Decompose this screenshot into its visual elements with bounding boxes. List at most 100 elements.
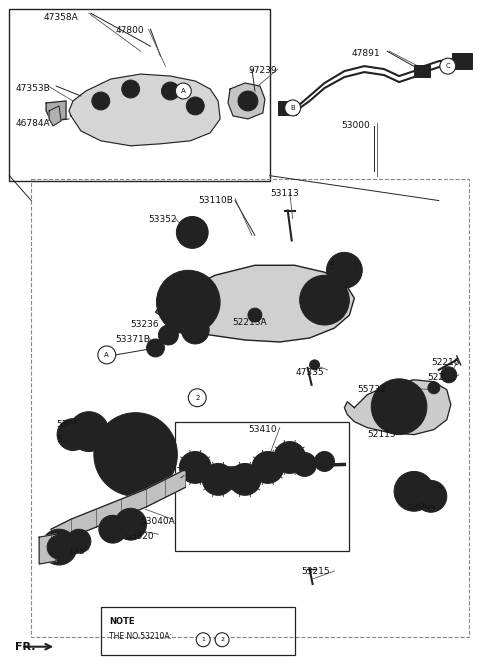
Text: 53320: 53320 bbox=[126, 532, 154, 541]
Circle shape bbox=[394, 472, 434, 511]
Circle shape bbox=[188, 389, 206, 407]
Text: 53610C: 53610C bbox=[407, 487, 442, 496]
Text: C: C bbox=[445, 63, 450, 69]
Text: FR.: FR. bbox=[15, 642, 36, 652]
Text: ~: ~ bbox=[212, 636, 218, 644]
Text: 53610C: 53610C bbox=[56, 435, 91, 444]
Circle shape bbox=[94, 413, 178, 496]
Bar bbox=[452, 53, 472, 69]
Circle shape bbox=[333, 258, 356, 282]
Circle shape bbox=[252, 460, 268, 476]
Text: 47800: 47800 bbox=[116, 26, 144, 35]
Circle shape bbox=[298, 458, 312, 472]
Circle shape bbox=[374, 414, 381, 420]
Circle shape bbox=[176, 217, 208, 248]
Circle shape bbox=[314, 290, 335, 310]
Circle shape bbox=[391, 427, 397, 433]
Circle shape bbox=[309, 284, 340, 316]
Polygon shape bbox=[344, 380, 451, 435]
Circle shape bbox=[420, 403, 426, 409]
Text: 55732: 55732 bbox=[357, 385, 386, 394]
Circle shape bbox=[285, 100, 300, 116]
Circle shape bbox=[196, 633, 210, 647]
Circle shape bbox=[99, 515, 127, 543]
Circle shape bbox=[251, 311, 259, 319]
Circle shape bbox=[243, 96, 253, 106]
Circle shape bbox=[428, 382, 440, 394]
Text: 53064: 53064 bbox=[56, 419, 84, 429]
Polygon shape bbox=[156, 278, 215, 320]
Circle shape bbox=[310, 360, 320, 370]
Circle shape bbox=[415, 480, 447, 512]
Circle shape bbox=[421, 486, 441, 506]
Text: A: A bbox=[105, 352, 109, 358]
Text: 53236: 53236 bbox=[131, 320, 159, 329]
Text: 53371B: 53371B bbox=[116, 335, 151, 344]
Circle shape bbox=[312, 362, 318, 368]
Circle shape bbox=[255, 462, 265, 472]
Circle shape bbox=[108, 427, 164, 482]
Circle shape bbox=[108, 427, 164, 482]
Circle shape bbox=[41, 529, 77, 565]
Text: 46784A: 46784A bbox=[15, 119, 50, 128]
Circle shape bbox=[161, 82, 180, 100]
Text: THE NO.53210A:: THE NO.53210A: bbox=[109, 632, 174, 641]
Circle shape bbox=[202, 464, 234, 495]
Text: 47891: 47891 bbox=[351, 50, 380, 58]
Bar bbox=[31, 179, 468, 637]
Circle shape bbox=[47, 535, 71, 559]
Text: 53410: 53410 bbox=[248, 425, 276, 434]
Text: 52212: 52212 bbox=[427, 373, 456, 382]
Circle shape bbox=[158, 325, 179, 345]
Circle shape bbox=[57, 419, 89, 450]
Circle shape bbox=[379, 387, 419, 427]
Circle shape bbox=[387, 395, 411, 419]
Circle shape bbox=[182, 223, 202, 242]
Text: 53110B: 53110B bbox=[198, 195, 233, 205]
Polygon shape bbox=[49, 106, 61, 126]
Text: 47335: 47335 bbox=[296, 368, 324, 377]
Circle shape bbox=[411, 385, 417, 391]
Circle shape bbox=[319, 456, 330, 468]
Circle shape bbox=[431, 385, 437, 391]
Circle shape bbox=[96, 96, 106, 106]
Text: 52216: 52216 bbox=[431, 358, 459, 367]
Bar bbox=[101, 607, 295, 655]
Circle shape bbox=[76, 419, 102, 444]
Circle shape bbox=[274, 442, 306, 474]
Text: 97239: 97239 bbox=[248, 66, 276, 75]
Circle shape bbox=[98, 346, 116, 364]
Text: 52213A: 52213A bbox=[232, 318, 267, 327]
Circle shape bbox=[174, 288, 202, 316]
Text: 53320A: 53320A bbox=[170, 308, 205, 317]
Circle shape bbox=[167, 280, 210, 324]
Text: 2: 2 bbox=[195, 395, 199, 401]
Circle shape bbox=[293, 452, 316, 476]
Text: 53215: 53215 bbox=[301, 567, 330, 576]
Circle shape bbox=[186, 97, 204, 115]
Circle shape bbox=[309, 284, 340, 316]
Bar bbox=[278, 101, 296, 115]
Circle shape bbox=[379, 387, 419, 427]
Polygon shape bbox=[51, 470, 185, 547]
Circle shape bbox=[440, 58, 456, 74]
Polygon shape bbox=[46, 101, 66, 121]
Circle shape bbox=[185, 458, 205, 478]
Text: 47358A: 47358A bbox=[43, 13, 78, 22]
Text: B: B bbox=[290, 105, 295, 111]
Text: A: A bbox=[181, 88, 186, 94]
Circle shape bbox=[371, 379, 427, 435]
Text: 47353B: 47353B bbox=[15, 84, 50, 93]
Circle shape bbox=[280, 448, 300, 468]
Text: 1: 1 bbox=[201, 638, 205, 642]
Circle shape bbox=[391, 381, 397, 387]
Circle shape bbox=[175, 83, 192, 99]
Circle shape bbox=[118, 437, 154, 472]
Circle shape bbox=[300, 275, 349, 325]
Text: 53352: 53352 bbox=[329, 262, 358, 272]
Text: 53064: 53064 bbox=[407, 502, 436, 511]
Circle shape bbox=[411, 422, 417, 428]
Text: 53113: 53113 bbox=[270, 189, 299, 197]
Circle shape bbox=[67, 529, 91, 553]
Text: NOTE: NOTE bbox=[109, 617, 134, 626]
